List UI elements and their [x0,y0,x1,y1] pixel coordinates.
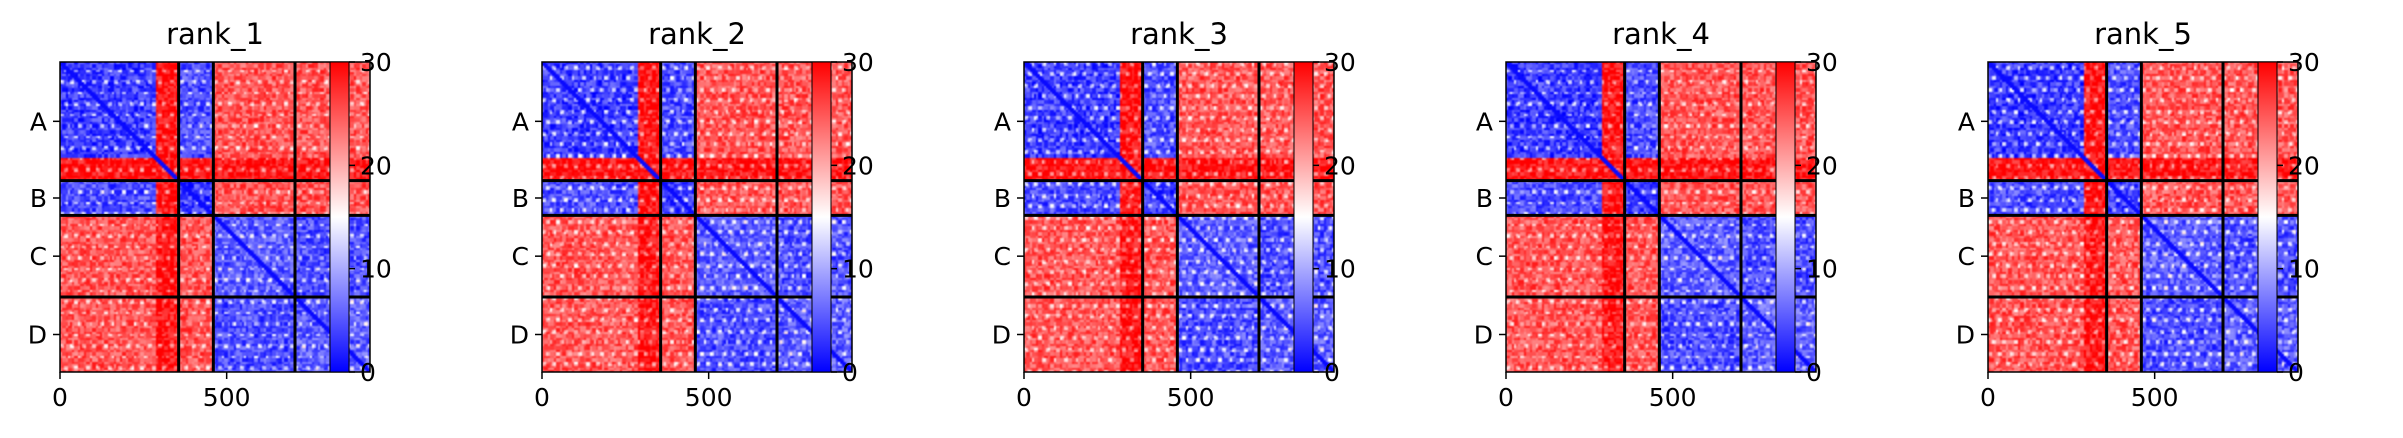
colorbar-tick-label: 10 [1806,255,1838,284]
colorbar-tick-label: 30 [842,48,874,77]
heatmap-image [1506,62,1816,372]
x-tick-label: 0 [1498,383,1514,412]
colorbar-tick-label: 30 [1324,48,1356,77]
row-label-A: A [994,107,1011,136]
heatmap-image [1988,62,2298,372]
colorbar-tick-label: 0 [360,358,376,387]
heatmap-image [1024,62,1334,372]
row-label-B: B [512,184,529,213]
colorbar-tick-label: 10 [360,255,392,284]
row-label-C: C [1476,242,1493,271]
panel-title: rank_5 [2094,17,2192,51]
colorbar-tick-label: 20 [842,151,874,180]
row-label-C: C [994,242,1011,271]
axes-frame [1023,61,1335,373]
colorbar-tick-label: 30 [1806,48,1838,77]
axes-frame [59,61,371,373]
x-tick-label: 0 [1980,383,1996,412]
panel-rank_1: rank_1 A BC D 0 500 0 10 20 30 [28,17,392,412]
row-label-A: A [1958,107,1975,136]
row-label-D: D [28,321,47,350]
colorbar-tick-label: 0 [1806,358,1822,387]
heatmap-image [60,62,370,372]
colorbar [329,61,350,373]
x-tick-label: 500 [1167,383,1215,412]
row-label-D: D [1474,321,1493,350]
colorbar-tick-label: 10 [1324,255,1356,284]
panel-title: rank_2 [648,17,746,51]
colorbar [811,61,832,373]
x-tick-label: 500 [203,383,251,412]
colorbar [2257,61,2278,373]
panel-title: rank_4 [1612,17,1710,51]
colorbar [1293,61,1314,373]
x-tick-label: 0 [534,383,550,412]
colorbar-tick-label: 30 [360,48,392,77]
panel-rank_3: rank_3 A BC D 0 500 0 10 20 30 [992,17,1356,412]
panel-rank_2: rank_2 A BC D 0 500 0 10 20 30 [510,17,874,412]
row-label-D: D [1956,321,1975,350]
row-label-D: D [992,321,1011,350]
colorbar-tick-label: 20 [360,151,392,180]
colorbar-tick-label: 0 [842,358,858,387]
row-label-A: A [512,107,529,136]
panel-rank_5: rank_5 A BC D 0 500 0 10 20 30 [1956,17,2320,412]
axes-frame [541,61,853,373]
panel-title: rank_1 [166,17,264,51]
row-label-C: C [30,242,47,271]
colorbar-tick-label: 10 [842,255,874,284]
row-label-B: B [1958,184,1975,213]
row-label-C: C [1958,242,1975,271]
heatmap-image [542,62,852,372]
colorbar [1775,61,1796,373]
row-label-D: D [510,321,529,350]
panel-title: rank_3 [1130,17,1228,51]
x-tick-label: 500 [1649,383,1697,412]
row-label-A: A [30,107,47,136]
colorbar-tick-label: 10 [2288,255,2320,284]
axes-frame [1987,61,2299,373]
panel-rank_4: rank_4 A BC D 0 500 0 10 20 30 [1474,17,1838,412]
axes-frame [1505,61,1817,373]
x-tick-label: 500 [2131,383,2179,412]
colorbar-tick-label: 20 [1324,151,1356,180]
colorbar-tick-label: 20 [1806,151,1838,180]
x-tick-label: 0 [52,383,68,412]
x-tick-label: 500 [685,383,733,412]
row-label-C: C [512,242,529,271]
row-label-A: A [1476,107,1493,136]
row-label-B: B [1476,184,1493,213]
row-label-B: B [30,184,47,213]
colorbar-tick-label: 20 [2288,151,2320,180]
colorbar-tick-label: 0 [2288,358,2304,387]
colorbar-tick-label: 0 [1324,358,1340,387]
x-tick-label: 0 [1016,383,1032,412]
colorbar-tick-label: 30 [2288,48,2320,77]
row-label-B: B [994,184,1011,213]
